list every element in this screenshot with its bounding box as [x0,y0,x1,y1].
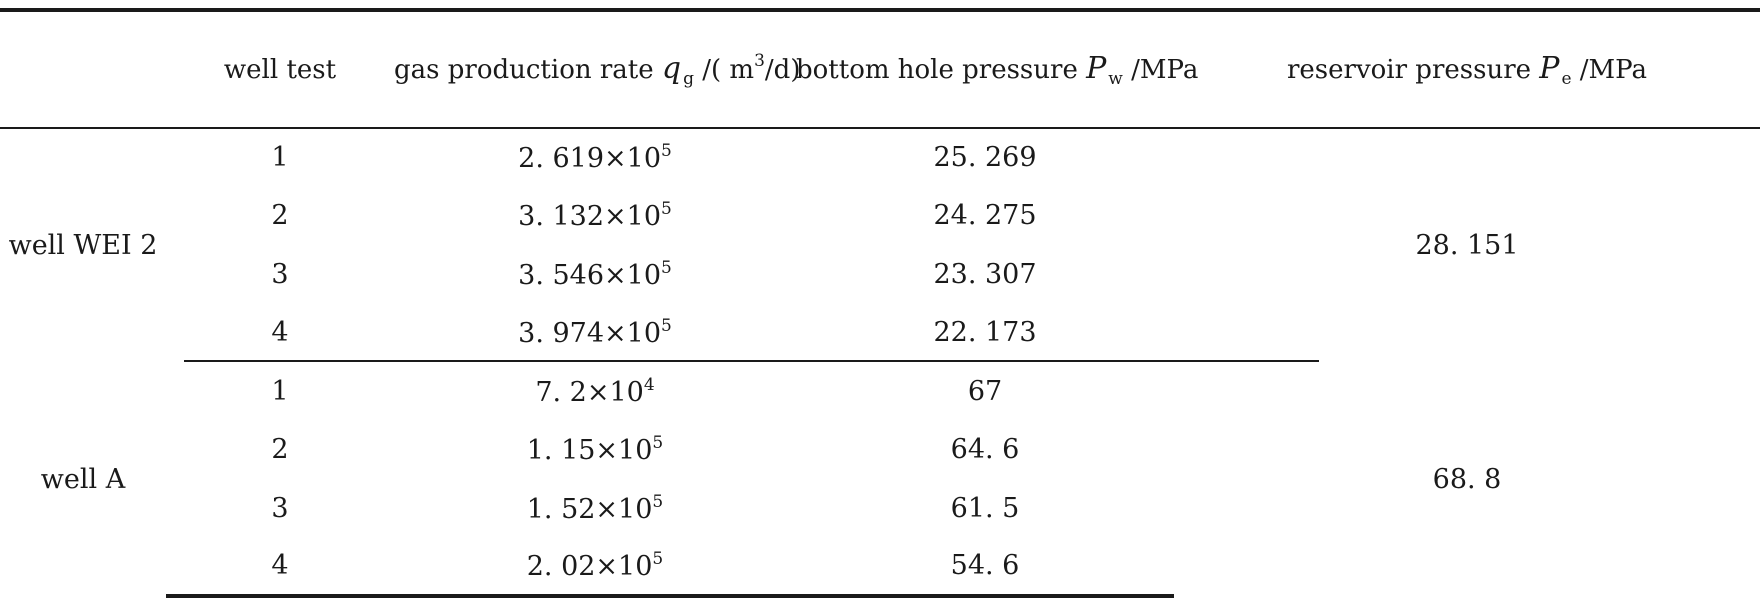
well-test-cell: 1 [271,142,289,174]
header-bottom-hole-symbol: P [1086,50,1107,86]
gas-rate-cell: 3. 974×105 [394,304,796,363]
header-reservoir-symbol: P [1539,50,1560,86]
header-gas-rate-symbol: q [661,50,682,86]
gas-rate-cell: 2. 02×105 [394,537,796,598]
well-test-cell: 2 [271,434,289,466]
bottom-hole-cell: 24. 275 [933,200,1037,232]
header-reservoir-unit: /MPa [1571,54,1648,85]
gas-rate-mantissa: 7. 2×10 [535,376,644,408]
reservoir-pressure-cell: 68. 8 [1432,463,1502,495]
well-test-cell: 4 [166,537,394,598]
gas-rate-mantissa: 3. 546×10 [518,259,662,291]
bottom-hole-cell: 61. 5 [950,492,1020,524]
group-separator-line [184,360,1319,362]
well-test-cell: 4 [271,317,289,349]
table-row: well WEI 2 1 2. 619×105 25. 269 28. 151 [0,128,1760,261]
gas-rate-exponent: 5 [661,199,672,220]
table-row: 3 3. 546×105 23. 307 [0,245,1760,304]
gas-rate-mantissa: 2. 619×10 [518,143,662,175]
gas-rate-cell: 3. 132×105 [394,187,796,246]
header-gas-rate-prefix: gas production rate [394,54,662,85]
gas-rate-mantissa: 1. 52×10 [526,493,653,525]
header-reservoir-prefix: reservoir pressure [1286,54,1540,85]
well-test-cell: 3 [271,258,289,290]
bottom-hole-cell: 23. 307 [933,258,1037,290]
gas-rate-cell: 1. 52×105 [394,479,796,538]
table-row: 3 1. 52×105 61. 5 [0,479,1760,538]
group-name-cell: well A [40,463,126,495]
gas-rate-cell: 1. 15×105 [394,421,796,480]
gas-rate-cell: 7. 2×104 [394,362,796,421]
well-test-cell: 3 [271,492,289,524]
gas-rate-mantissa: 3. 132×10 [518,201,662,233]
gas-rate-exponent: 5 [661,141,672,162]
table-row: 4 3. 974×105 22. 173 [0,304,1760,363]
table-row: well A 1 7. 2×104 67 68. 8 [0,362,1760,495]
header-gas-rate-subscript: g [683,68,694,89]
table-row: 2 1. 15×105 64. 6 [0,421,1760,480]
table-row: 2 3. 132×105 24. 275 [0,187,1760,246]
header-gas-rate-unit-post: /d) [764,54,801,85]
bottom-hole-cell: 22. 173 [933,317,1037,349]
header-gas-rate-unit-sup: 3 [754,50,765,71]
gas-rate-mantissa: 3. 974×10 [518,318,662,350]
bottom-hole-cell: 64. 6 [950,434,1020,466]
table-row: 4 2. 02×105 54. 6 [0,537,1760,598]
header-bottom-hole-subscript: w [1108,68,1123,89]
header-group [0,8,166,129]
gas-rate-exponent: 5 [652,433,664,454]
gas-rate-exponent: 5 [661,257,672,278]
bottom-hole-cell: 25. 269 [933,142,1037,174]
well-test-cell: 1 [271,375,289,407]
well-test-cell: 2 [271,200,289,232]
gas-rate-cell: 3. 546×105 [394,245,796,304]
bottom-hole-cell: 54. 6 [796,537,1174,598]
gas-rate-cell: 2. 619×105 [394,128,796,187]
reservoir-pressure-cell: 28. 151 [1415,230,1519,261]
header-well-test: well test [166,8,394,129]
gas-rate-mantissa: 1. 15×10 [526,435,653,467]
bottom-hole-cell: 67 [967,375,1003,407]
header-bottom-hole-unit: /MPa [1122,54,1199,85]
gas-rate-exponent: 5 [661,316,672,337]
gas-rate-exponent: 5 [652,491,664,512]
group-name-cell: well WEI 2 [8,230,158,261]
gas-rate-exponent: 4 [643,374,655,395]
header-gas-rate-unit-pre: /( m [694,54,755,85]
gas-rate-exponent: 5 [652,549,664,570]
header-reservoir-subscript: e [1561,68,1572,89]
header-bottom-hole-prefix: bottom hole pressure [796,54,1087,85]
gas-rate-mantissa: 2. 02×10 [526,551,653,583]
